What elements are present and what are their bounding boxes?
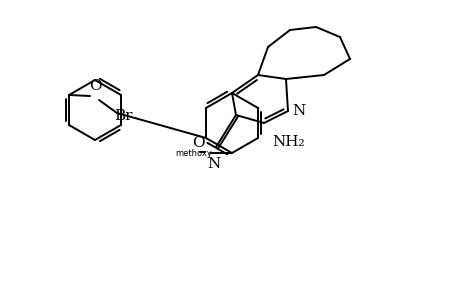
- Text: O: O: [89, 79, 101, 93]
- Text: N: N: [207, 157, 220, 171]
- Text: Br: Br: [113, 109, 132, 123]
- Text: N: N: [291, 104, 305, 118]
- Text: methoxy: methoxy: [175, 148, 212, 158]
- Text: O: O: [192, 136, 205, 150]
- Text: NH₂: NH₂: [271, 135, 304, 149]
